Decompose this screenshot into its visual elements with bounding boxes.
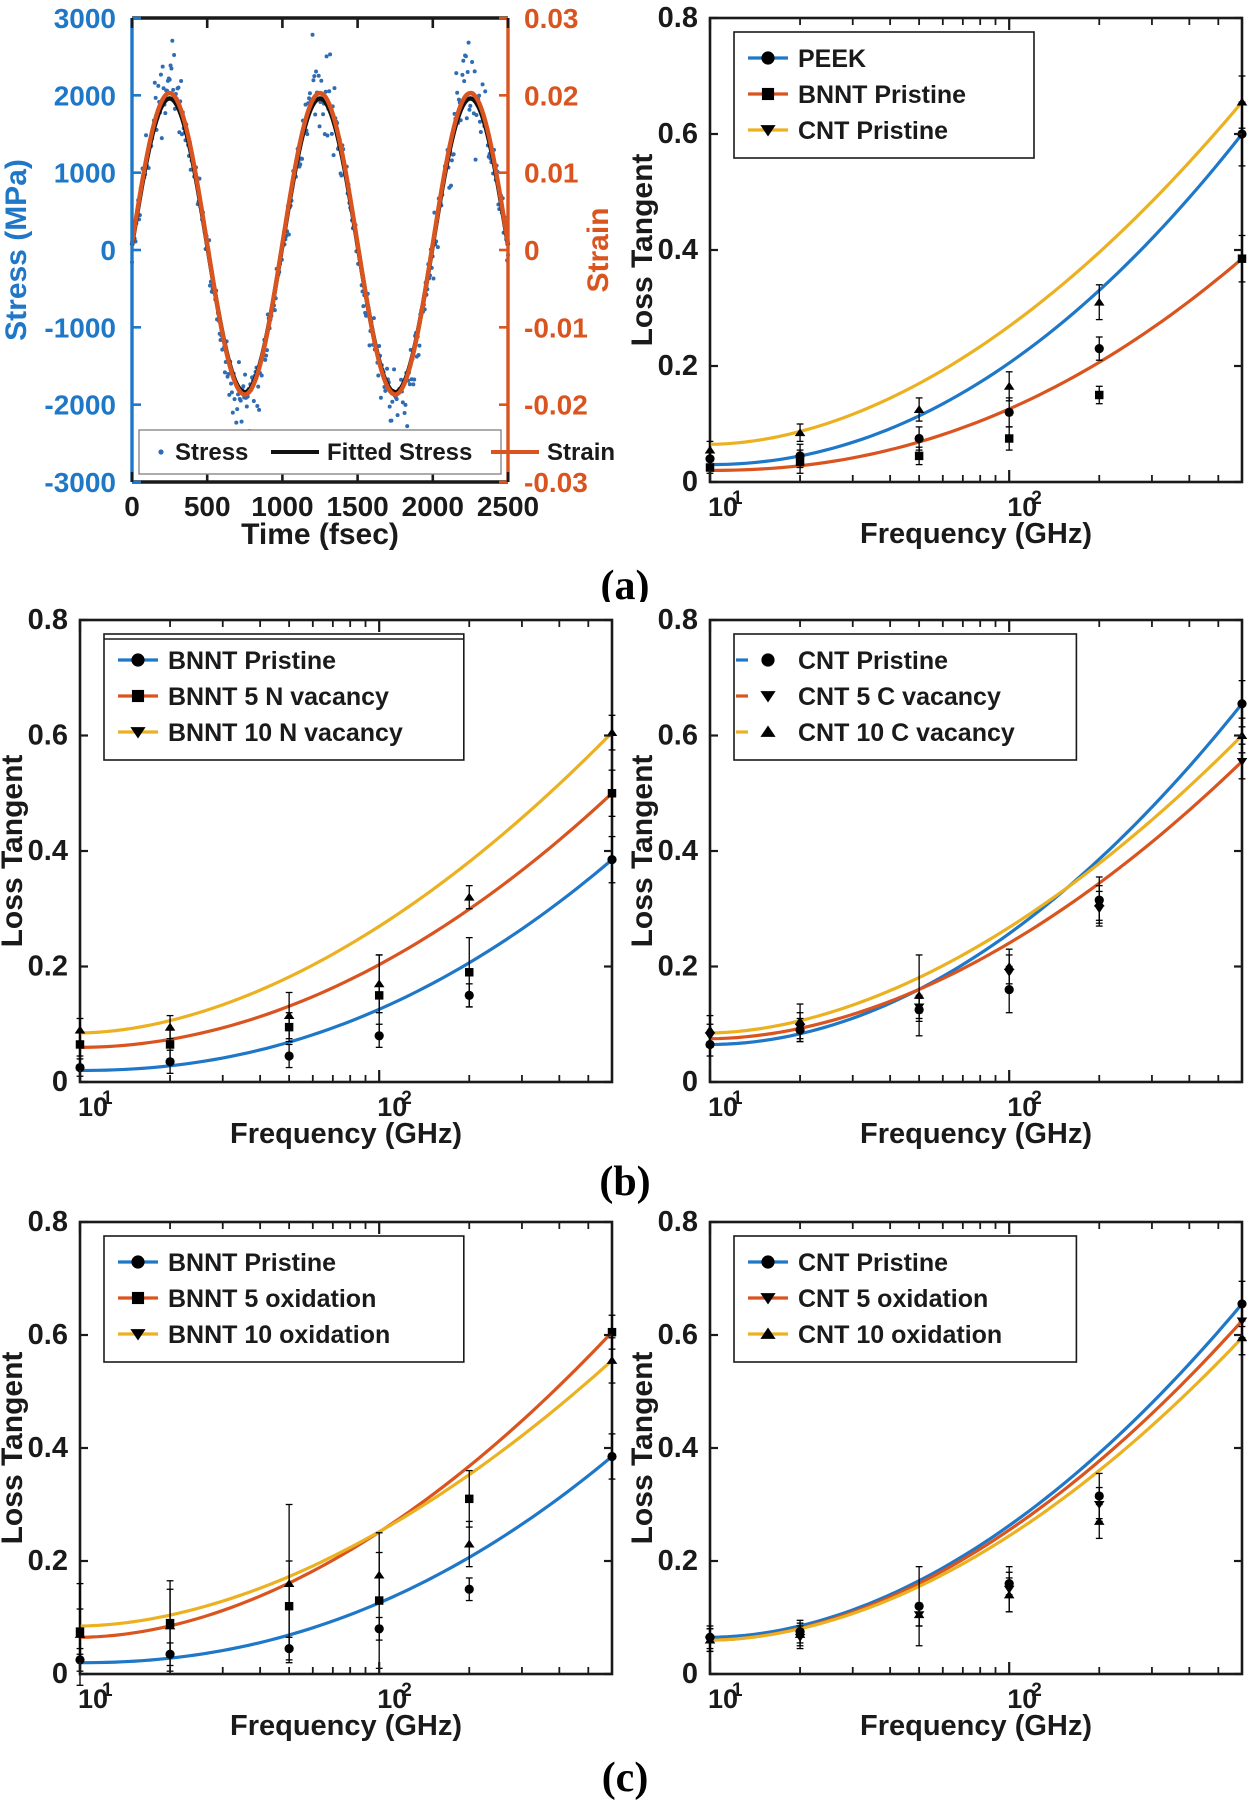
svg-text:0: 0 <box>682 466 698 498</box>
svg-text:CNT 10 C vacancy: CNT 10 C vacancy <box>798 719 1015 747</box>
svg-text:BNNT Pristine: BNNT Pristine <box>168 1249 336 1277</box>
svg-text:Stress (MPa): Stress (MPa) <box>0 159 33 341</box>
svg-text:0.4: 0.4 <box>658 234 698 266</box>
svg-text:0.6: 0.6 <box>28 1319 68 1351</box>
svg-text:0.2: 0.2 <box>658 350 698 382</box>
svg-text:2: 2 <box>1031 1680 1042 1701</box>
svg-text:3000: 3000 <box>54 3 116 34</box>
svg-text:BNNT 5 N vacancy: BNNT 5 N vacancy <box>168 683 389 711</box>
svg-text:0.2: 0.2 <box>658 1545 698 1577</box>
svg-text:0.2: 0.2 <box>28 1545 68 1577</box>
svg-text:0.6: 0.6 <box>28 720 68 752</box>
svg-text:Stress: Stress <box>175 439 248 466</box>
svg-text:2: 2 <box>1031 1088 1042 1109</box>
svg-text:0.8: 0.8 <box>658 1206 698 1238</box>
svg-text:0: 0 <box>682 1658 698 1690</box>
svg-text:2: 2 <box>401 1088 412 1109</box>
svg-text:2000: 2000 <box>54 80 116 111</box>
svg-text:0.02: 0.02 <box>524 80 579 111</box>
svg-text:Strain: Strain <box>582 207 615 292</box>
svg-text:0: 0 <box>100 235 116 266</box>
svg-text:-2000: -2000 <box>44 390 116 421</box>
svg-text:Time (fsec): Time (fsec) <box>241 518 399 551</box>
svg-text:Fitted Stress: Fitted Stress <box>327 439 472 466</box>
svg-text:Loss Tangent: Loss Tangent <box>630 154 659 347</box>
svg-text:0.01: 0.01 <box>524 158 579 189</box>
svg-text:Frequency (GHz): Frequency (GHz) <box>860 1118 1092 1150</box>
svg-text:CNT Pristine: CNT Pristine <box>798 647 948 675</box>
svg-text:0.8: 0.8 <box>28 604 68 636</box>
svg-text:0.4: 0.4 <box>658 1432 698 1464</box>
svg-text:1: 1 <box>732 488 743 509</box>
svg-text:Loss Tangent: Loss Tangent <box>630 1352 659 1545</box>
svg-text:Frequency (GHz): Frequency (GHz) <box>860 518 1092 550</box>
svg-text:2500: 2500 <box>477 491 539 522</box>
svg-text:0: 0 <box>52 1066 68 1098</box>
svg-text:0.8: 0.8 <box>658 604 698 636</box>
svg-text:Loss Tangent: Loss Tangent <box>0 1352 29 1545</box>
svg-text:CNT 5 C vacancy: CNT 5 C vacancy <box>798 683 1001 711</box>
svg-text:CNT Pristine: CNT Pristine <box>798 117 948 145</box>
svg-text:0.4: 0.4 <box>28 835 68 867</box>
svg-text:1: 1 <box>732 1088 743 1109</box>
svg-text:0.4: 0.4 <box>28 1432 68 1464</box>
svg-text:Loss Tangent: Loss Tangent <box>630 755 659 948</box>
svg-text:0.8: 0.8 <box>658 2 698 34</box>
svg-text:1000: 1000 <box>54 158 116 189</box>
svg-text:0.8: 0.8 <box>28 1206 68 1238</box>
svg-text:0.6: 0.6 <box>658 118 698 150</box>
svg-text:Frequency (GHz): Frequency (GHz) <box>230 1710 462 1742</box>
svg-text:-1000: -1000 <box>44 312 116 343</box>
svg-text:Loss Tangent: Loss Tangent <box>0 755 29 948</box>
svg-text:Strain: Strain <box>547 439 615 466</box>
svg-text:PEEK: PEEK <box>798 45 866 73</box>
svg-text:0: 0 <box>682 1066 698 1098</box>
svg-text:BNNT Pristine: BNNT Pristine <box>168 647 336 675</box>
svg-text:0.6: 0.6 <box>658 720 698 752</box>
svg-text:-0.02: -0.02 <box>524 390 588 421</box>
svg-text:-3000: -3000 <box>44 467 116 498</box>
svg-text:Frequency (GHz): Frequency (GHz) <box>230 1118 462 1150</box>
svg-text:0.2: 0.2 <box>658 951 698 983</box>
svg-text:BNNT Pristine: BNNT Pristine <box>798 81 966 109</box>
svg-text:0: 0 <box>524 235 540 266</box>
svg-text:CNT Pristine: CNT Pristine <box>798 1249 948 1277</box>
svg-text:0: 0 <box>124 491 140 522</box>
svg-text:2000: 2000 <box>402 491 464 522</box>
svg-text:BNNT 10 oxidation: BNNT 10 oxidation <box>168 1321 390 1349</box>
svg-text:0.6: 0.6 <box>658 1319 698 1351</box>
svg-text:1: 1 <box>732 1680 743 1701</box>
svg-text:BNNT 5 oxidation: BNNT 5 oxidation <box>168 1285 376 1313</box>
svg-text:1: 1 <box>102 1088 113 1109</box>
svg-text:BNNT 10 N vacancy: BNNT 10 N vacancy <box>168 719 403 747</box>
svg-text:CNT 5 oxidation: CNT 5 oxidation <box>798 1285 988 1313</box>
svg-text:1: 1 <box>102 1680 113 1701</box>
svg-text:-0.01: -0.01 <box>524 312 588 343</box>
svg-text:500: 500 <box>184 491 231 522</box>
svg-text:2: 2 <box>401 1680 412 1701</box>
svg-text:CNT 10 oxidation: CNT 10 oxidation <box>798 1321 1002 1349</box>
svg-text:Frequency (GHz): Frequency (GHz) <box>860 1710 1092 1742</box>
svg-text:0.03: 0.03 <box>524 3 579 34</box>
svg-text:0.2: 0.2 <box>28 951 68 983</box>
svg-text:0.4: 0.4 <box>658 835 698 867</box>
svg-text:2: 2 <box>1031 488 1042 509</box>
svg-text:0: 0 <box>52 1658 68 1690</box>
